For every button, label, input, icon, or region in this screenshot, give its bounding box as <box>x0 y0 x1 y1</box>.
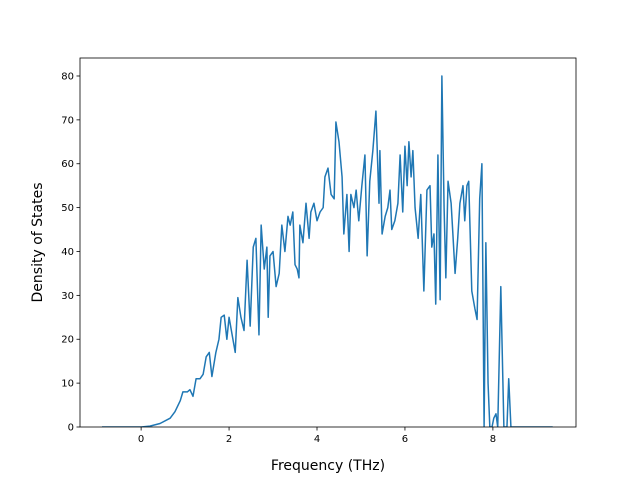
x-tick-label: 4 <box>314 434 320 445</box>
y-tick-label: 70 <box>61 115 74 126</box>
x-tick-label: 2 <box>226 434 232 445</box>
y-tick-label: 60 <box>61 159 74 170</box>
plot-frame <box>79 57 577 428</box>
y-tick-label: 0 <box>68 423 74 434</box>
x-tick-label: 0 <box>138 434 144 445</box>
x-axis-label: Frequency (THz) <box>271 458 385 474</box>
y-tick-label: 20 <box>61 335 74 346</box>
y-tick-label: 40 <box>61 247 74 258</box>
data-line <box>101 75 553 427</box>
y-tick-label: 30 <box>61 291 74 302</box>
x-tick-label: 8 <box>490 434 496 445</box>
y-tick-label: 10 <box>61 379 74 390</box>
y-axis-label: Density of States <box>30 183 46 303</box>
y-tick-label: 50 <box>61 203 74 214</box>
y-tick-label: 80 <box>61 71 74 82</box>
x-tick-label: 6 <box>402 434 408 445</box>
